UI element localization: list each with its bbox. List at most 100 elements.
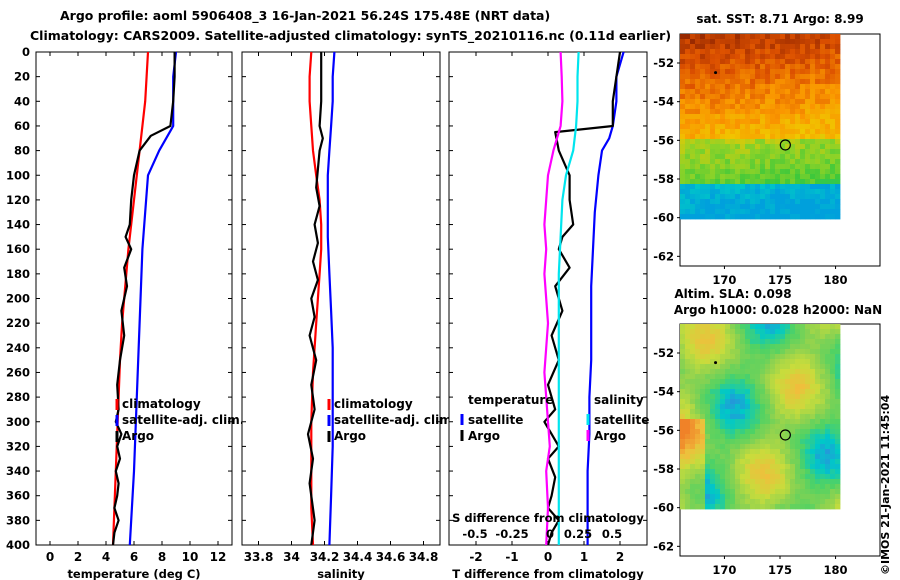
map-cell — [820, 344, 826, 350]
map-cell — [770, 119, 776, 125]
map-cell — [690, 459, 696, 465]
map-cell — [810, 449, 816, 455]
map-cell — [690, 439, 696, 445]
map-cell — [735, 419, 741, 425]
map-cell — [735, 374, 741, 380]
map-cell — [790, 84, 796, 90]
map-cell — [800, 154, 806, 160]
map-cell — [750, 369, 756, 375]
map-cell — [780, 404, 786, 410]
map-cell — [685, 434, 691, 440]
map-cell — [790, 179, 796, 185]
map-cell — [770, 134, 776, 140]
map-cell — [775, 364, 781, 370]
map-cell — [700, 449, 706, 455]
map-cell — [765, 79, 771, 85]
map-cell — [760, 404, 766, 410]
map-cell — [705, 399, 711, 405]
map-cell — [770, 349, 776, 355]
map-cell — [680, 189, 686, 195]
map-cell — [680, 424, 686, 430]
map-cell — [775, 34, 781, 40]
map-cell — [825, 134, 831, 140]
map-cell — [680, 204, 686, 210]
map-cell — [780, 324, 786, 330]
map-cell — [785, 169, 791, 175]
map-cell — [705, 499, 711, 505]
map-cell — [760, 479, 766, 485]
map-cell — [740, 44, 746, 50]
y-tick-label: 100 — [6, 168, 30, 182]
map-cell — [700, 39, 706, 45]
top-x-tick-label: -0.5 — [462, 527, 487, 541]
y-tick-label: 140 — [6, 218, 30, 232]
map-cell — [705, 159, 711, 165]
map-cell — [715, 59, 721, 65]
map-cell — [835, 184, 841, 190]
map-cell — [775, 489, 781, 495]
map-cell — [775, 424, 781, 430]
map-cell — [810, 464, 816, 470]
legend-label: Argo — [594, 429, 626, 443]
map-cell — [815, 44, 821, 50]
map-cell — [780, 494, 786, 500]
map-cell — [725, 354, 731, 360]
map-cell — [825, 444, 831, 450]
x-tick-label: 175 — [768, 273, 792, 287]
map-cell — [820, 439, 826, 445]
map-cell — [730, 104, 736, 110]
map-cell — [795, 379, 801, 385]
map-cell — [710, 419, 716, 425]
map-cell — [830, 184, 836, 190]
map-cell — [745, 214, 751, 220]
map-cell — [715, 354, 721, 360]
map-cell — [695, 364, 701, 370]
map-cell — [740, 334, 746, 340]
map-cell — [690, 174, 696, 180]
y-tick-label: 380 — [6, 513, 30, 527]
map-cell — [710, 379, 716, 385]
map-cell — [735, 404, 741, 410]
x-tick-label: 180 — [824, 563, 848, 577]
map-cell — [820, 124, 826, 130]
map-cell — [760, 59, 766, 65]
map-cell — [730, 174, 736, 180]
map-cell — [825, 399, 831, 405]
map-cell — [705, 429, 711, 435]
map-cell — [790, 89, 796, 95]
map-cell — [720, 464, 726, 470]
map-cell — [795, 109, 801, 115]
map-cell — [685, 359, 691, 365]
map-cell — [790, 454, 796, 460]
map-cell — [755, 54, 761, 60]
map-cell — [805, 184, 811, 190]
map-cell — [795, 119, 801, 125]
x-tick-label: 10 — [182, 550, 199, 564]
map-cell — [705, 179, 711, 185]
map-cell — [825, 49, 831, 55]
map-cell — [750, 174, 756, 180]
map-cell — [835, 124, 841, 130]
map-cell — [690, 429, 696, 435]
map-cell — [805, 74, 811, 80]
map-cell — [725, 389, 731, 395]
map-cell — [760, 49, 766, 55]
map-cell — [735, 204, 741, 210]
map-cell — [830, 489, 836, 495]
map-cell — [810, 124, 816, 130]
map-cell — [700, 209, 706, 215]
map-cell — [790, 484, 796, 490]
map-cell — [680, 349, 686, 355]
map-cell — [810, 64, 816, 70]
map-cell — [790, 199, 796, 205]
map-cell — [805, 214, 811, 220]
y-tick-label: 180 — [6, 267, 30, 281]
map-cell — [735, 159, 741, 165]
map-cell — [695, 379, 701, 385]
map-cell — [740, 214, 746, 220]
map-cell — [800, 204, 806, 210]
y-tick-label: -54 — [653, 95, 674, 109]
map-cell — [700, 444, 706, 450]
map-cell — [785, 109, 791, 115]
map-cell — [750, 129, 756, 135]
